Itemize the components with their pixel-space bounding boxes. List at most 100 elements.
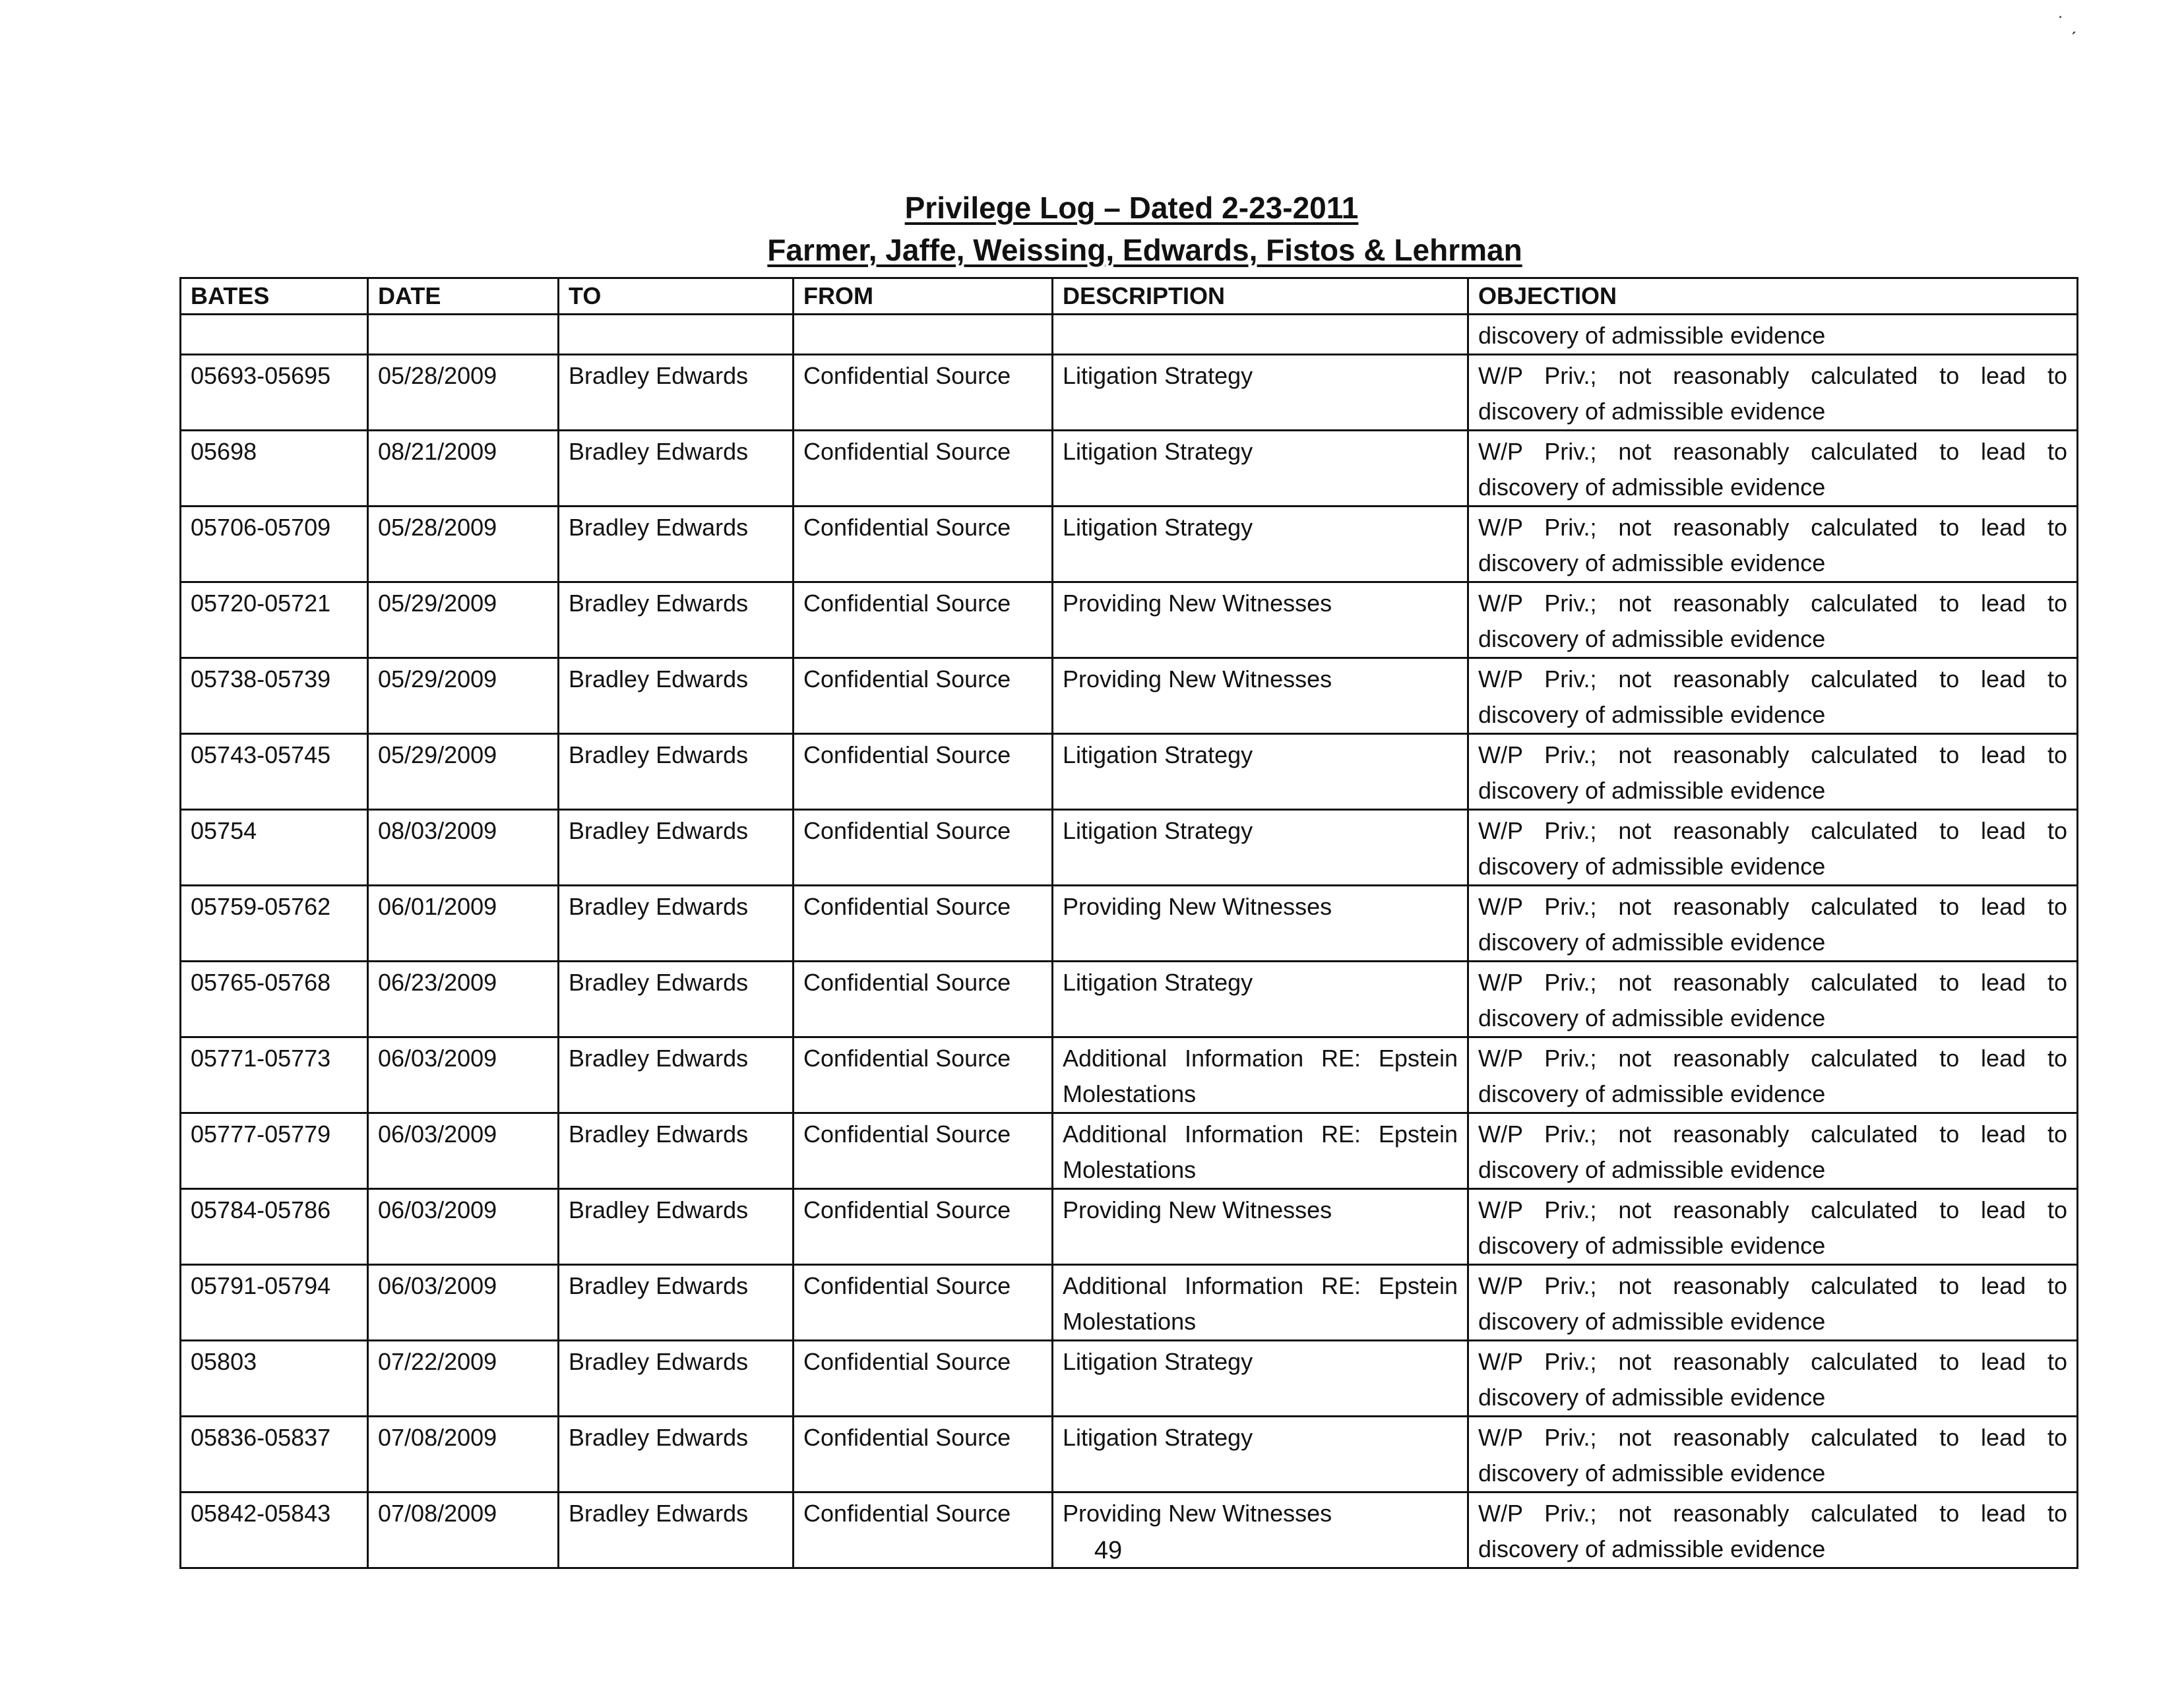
cell-objection: W/P Priv.; not reasonably calculated to … — [1467, 581, 2078, 659]
table-row: 05777-05779 06/03/2009 Bradley Edwards Conf… — [179, 1112, 2078, 1190]
cell-description: Litigation Strategy — [1051, 1415, 1469, 1493]
cell-objection: W/P Priv.; not reasonably calculated to … — [1467, 1339, 2078, 1417]
cell-date: 05/29/2009 — [367, 657, 559, 735]
cell-date: 08/03/2009 — [367, 809, 559, 886]
table-row: 05693-05695 05/28/2009 Bradley Edwards Conf… — [179, 354, 2078, 431]
cell-to: Bradley Edwards — [557, 1188, 794, 1266]
cell-date: 06/01/2009 — [367, 884, 559, 962]
cell-from: Confidential Source — [792, 1036, 1053, 1114]
cell-date: 05/29/2009 — [367, 581, 559, 659]
table-row: 05743-05745 05/29/2009 Bradley Edwards Conf… — [179, 733, 2078, 811]
page-number: 49 — [1094, 1537, 1123, 1564]
column-header-bates: BATES — [179, 277, 369, 315]
table-row: 05706-05709 05/28/2009 Bradley Edwards Conf… — [179, 505, 2078, 583]
cell-from — [792, 313, 1053, 355]
table-row: 05842-05843 07/08/2009 Bradley Edwards Conf… — [179, 1491, 2078, 1569]
cell-from: Confidential Source — [792, 354, 1053, 431]
table-row: 05738-05739 05/29/2009 Bradley Edwards Conf… — [179, 657, 2078, 735]
column-header-from: FROM — [792, 277, 1053, 315]
page-subtitle: Farmer, Jaffe, Weissing, Edwards, Fistos… — [767, 233, 1522, 267]
cell-from: Confidential Source — [792, 1264, 1053, 1341]
cell-from: Confidential Source — [792, 1112, 1053, 1190]
cell-to: Bradley Edwards — [557, 1036, 794, 1114]
column-header-description: DESCRIPTION — [1051, 277, 1469, 315]
cell-bates: 05754 — [179, 809, 369, 886]
cell-bates: 05803 — [179, 1339, 369, 1417]
cell-date: 07/08/2009 — [367, 1491, 559, 1569]
column-header-objection: OBJECTION — [1467, 277, 2078, 315]
privilege-log-table: BATES DATE TO FROM DESCRIPTION OBJECTION… — [179, 277, 2078, 1569]
cell-to — [557, 313, 794, 355]
cell-to: Bradley Edwards — [557, 1339, 794, 1417]
cell-objection: W/P Priv.; not reasonably calculated to … — [1467, 1036, 2078, 1114]
cell-description: Litigation Strategy — [1051, 1339, 1469, 1417]
cell-description: Additional Information RE: Epstein Moles… — [1051, 1036, 1469, 1114]
cell-bates: 05784-05786 — [179, 1188, 369, 1266]
cell-description: Litigation Strategy — [1051, 429, 1469, 507]
cell-bates: 05698 — [179, 429, 369, 507]
cell-bates: 05743-05745 — [179, 733, 369, 811]
cell-to: Bradley Edwards — [557, 733, 794, 811]
cell-to: Bradley Edwards — [557, 1415, 794, 1493]
cell-to: Bradley Edwards — [557, 429, 794, 507]
cell-description: Providing New Witnesses — [1051, 581, 1469, 659]
page-title: Privilege Log – Dated 2-23-2011 — [904, 191, 1359, 225]
table-header-row: BATES DATE TO FROM DESCRIPTION OBJECTION — [179, 277, 2078, 315]
cell-date: 07/08/2009 — [367, 1415, 559, 1493]
table-row: 05698 08/21/2009 Bradley Edwards Confidenti… — [179, 429, 2078, 507]
table-row: 05836-05837 07/08/2009 Bradley Edwards Conf… — [179, 1415, 2078, 1493]
cell-from: Confidential Source — [792, 733, 1053, 811]
cell-date: 05/29/2009 — [367, 733, 559, 811]
cell-to: Bradley Edwards — [557, 657, 794, 735]
cell-date: 07/22/2009 — [367, 1339, 559, 1417]
cell-date: 06/03/2009 — [367, 1188, 559, 1266]
cell-to: Bradley Edwards — [557, 1264, 794, 1341]
cell-objection: W/P Priv.; not reasonably calculated to … — [1467, 809, 2078, 886]
cell-from: Confidential Source — [792, 429, 1053, 507]
cell-from: Confidential Source — [792, 657, 1053, 735]
cell-objection: W/P Priv.; not reasonably calculated to … — [1467, 429, 2078, 507]
cell-description: Providing New Witnesses — [1051, 1188, 1469, 1266]
cell-bates: 05777-05779 — [179, 1112, 369, 1190]
cell-objection: W/P Priv.; not reasonably calculated to … — [1467, 884, 2078, 962]
cell-bates: 05706-05709 — [179, 505, 369, 583]
cell-to: Bradley Edwards — [557, 1112, 794, 1190]
cell-from: Confidential Source — [792, 1188, 1053, 1266]
cell-to: Bradley Edwards — [557, 581, 794, 659]
table-row: 05771-05773 06/03/2009 Bradley Edwards Conf… — [179, 1036, 2078, 1114]
cell-bates: 05720-05721 — [179, 581, 369, 659]
cell-date: 06/23/2009 — [367, 960, 559, 1038]
table-row: 05784-05786 06/03/2009 Bradley Edwards Conf… — [179, 1188, 2078, 1266]
cell-description: Litigation Strategy — [1051, 733, 1469, 811]
cell-description: Litigation Strategy — [1051, 505, 1469, 583]
cell-objection: discovery of admissible evidence — [1467, 313, 2078, 355]
cell-description: Providing New Witnesses — [1051, 1491, 1469, 1569]
cell-date: 06/03/2009 — [367, 1036, 559, 1114]
cell-from: Confidential Source — [792, 1339, 1053, 1417]
cell-description: Litigation Strategy — [1051, 960, 1469, 1038]
table-row: 05803 07/22/2009 Bradley Edwards Confidenti… — [179, 1339, 2078, 1417]
cell-bates — [179, 313, 369, 355]
cell-objection: W/P Priv.; not reasonably calculated to … — [1467, 354, 2078, 431]
cell-description: Providing New Witnesses — [1051, 657, 1469, 735]
cell-description: Additional Information RE: Epstein Moles… — [1051, 1112, 1469, 1190]
cell-objection: W/P Priv.; not reasonably calculated to … — [1467, 960, 2078, 1038]
cell-bates: 05765-05768 — [179, 960, 369, 1038]
cell-from: Confidential Source — [792, 1491, 1053, 1569]
cell-date: 06/03/2009 — [367, 1264, 559, 1341]
cell-date: 08/21/2009 — [367, 429, 559, 507]
cell-date: 06/03/2009 — [367, 1112, 559, 1190]
cell-bates: 05759-05762 — [179, 884, 369, 962]
continuation-row: discovery of admissible evidence — [179, 313, 2078, 355]
cell-bates: 05842-05843 — [179, 1491, 369, 1569]
column-header-to: TO — [557, 277, 794, 315]
cell-to: Bradley Edwards — [557, 960, 794, 1038]
cell-from: Confidential Source — [792, 581, 1053, 659]
cell-to: Bradley Edwards — [557, 884, 794, 962]
cell-to: Bradley Edwards — [557, 809, 794, 886]
cell-from: Confidential Source — [792, 809, 1053, 886]
cell-objection: W/P Priv.; not reasonably calculated to … — [1467, 733, 2078, 811]
table-row: 05791-05794 06/03/2009 Bradley Edwards Conf… — [179, 1264, 2078, 1341]
cell-bates: 05771-05773 — [179, 1036, 369, 1114]
table-row: 05765-05768 06/23/2009 Bradley Edwards Conf… — [179, 960, 2078, 1038]
